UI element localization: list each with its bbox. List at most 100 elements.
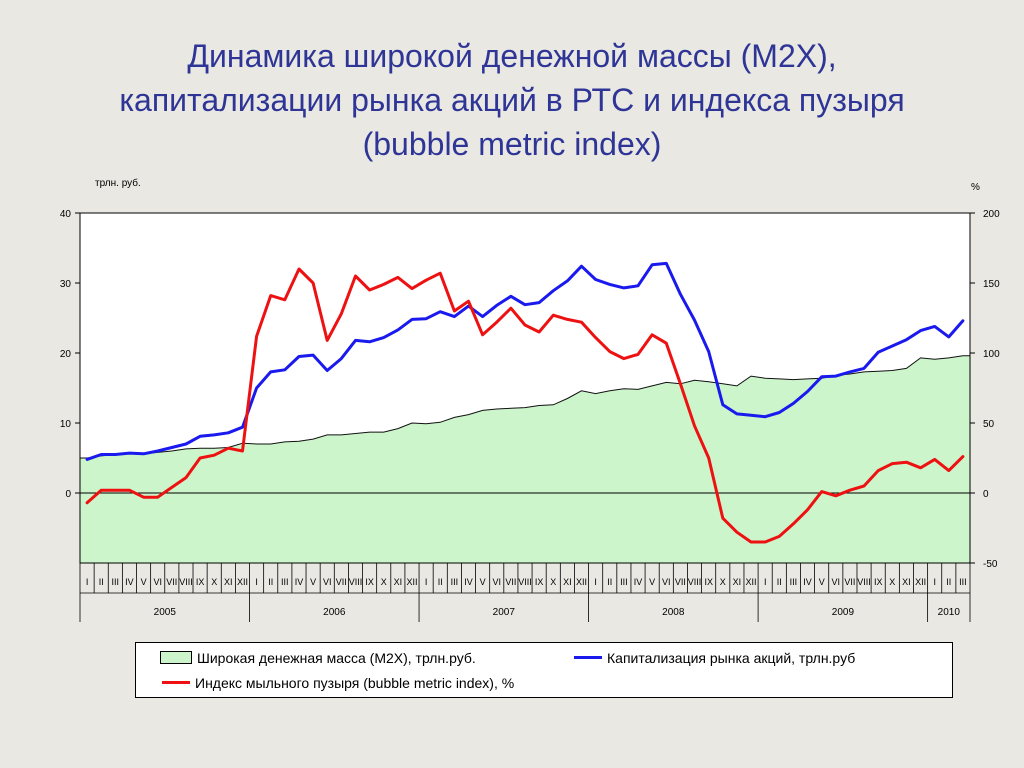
month-label: III xyxy=(959,577,967,587)
month-label: VII xyxy=(675,577,686,587)
month-label: III xyxy=(790,577,798,587)
month-label: V xyxy=(649,577,655,587)
left-axis-label: трлн. руб. xyxy=(95,177,141,189)
month-label: VIII xyxy=(179,577,193,587)
series-area-m2x xyxy=(80,355,970,563)
month-label: IV xyxy=(125,577,134,587)
year-label: 2008 xyxy=(662,607,685,618)
month-label: VIII xyxy=(349,577,363,587)
month-label: XII xyxy=(915,577,926,587)
month-label: VII xyxy=(336,577,347,587)
month-label: VIII xyxy=(518,577,532,587)
plot-frame xyxy=(79,212,971,564)
month-label: VI xyxy=(492,577,501,587)
chart-legend: Широкая денежная масса (М2Х), трлн.руб. … xyxy=(135,642,953,698)
right-tick-label: 150 xyxy=(983,279,1000,290)
month-label: VI xyxy=(832,577,841,587)
title-line-2: капитализации рынка акций в РТС и индекс… xyxy=(119,82,905,118)
month-label: II xyxy=(99,577,104,587)
month-label: VII xyxy=(166,577,177,587)
month-label: III xyxy=(281,577,289,587)
month-label: XII xyxy=(745,577,756,587)
month-label: I xyxy=(425,577,428,587)
month-label: II xyxy=(946,577,951,587)
month-label: X xyxy=(381,577,387,587)
month-label: IX xyxy=(874,577,883,587)
legend-label-cap: Капитализация рынка акций, трлн.руб xyxy=(607,650,856,666)
series-line-bubble-index xyxy=(85,267,965,544)
month-label: V xyxy=(819,577,825,587)
left-tick-label: 40 xyxy=(60,209,72,220)
title-line-1: Динамика широкой денежной массы (М2Х), xyxy=(187,38,837,74)
month-label: VIII xyxy=(857,577,871,587)
year-label: 2005 xyxy=(154,607,177,618)
month-label: V xyxy=(310,577,316,587)
month-label: IV xyxy=(295,577,304,587)
month-label: XI xyxy=(224,577,233,587)
month-label: VIII xyxy=(688,577,702,587)
month-label: VI xyxy=(153,577,162,587)
month-label: X xyxy=(211,577,217,587)
month-label: III xyxy=(451,577,459,587)
month-label: X xyxy=(720,577,726,587)
year-label: 2007 xyxy=(493,607,516,618)
legend-swatch-bubble xyxy=(162,681,190,684)
left-tick-label: 10 xyxy=(60,419,72,430)
month-label: XI xyxy=(563,577,572,587)
left-tick-label: 30 xyxy=(60,279,72,290)
left-tick-label: 0 xyxy=(65,489,71,500)
legend-label-bubble: Индекс мыльного пузыря (bubble metric in… xyxy=(195,675,515,691)
right-tick-label: 50 xyxy=(983,419,995,430)
legend-item-bubble: Индекс мыльного пузыря (bubble metric in… xyxy=(162,674,514,692)
title-line-3: (bubble metric index) xyxy=(362,126,662,162)
month-label: IV xyxy=(803,577,812,587)
month-label: II xyxy=(607,577,612,587)
month-label: IX xyxy=(704,577,713,587)
month-label: III xyxy=(112,577,120,587)
month-label: I xyxy=(255,577,258,587)
legend-swatch-cap xyxy=(574,656,602,659)
right-tick-label: 200 xyxy=(983,209,1000,220)
month-label: I xyxy=(933,577,936,587)
month-label: XII xyxy=(406,577,417,587)
month-label: II xyxy=(777,577,782,587)
legend-swatch-m2x xyxy=(160,651,192,664)
month-label: IX xyxy=(196,577,205,587)
month-label: VI xyxy=(662,577,671,587)
year-label: 2006 xyxy=(323,607,346,618)
month-label: XI xyxy=(394,577,403,587)
month-label: II xyxy=(438,577,443,587)
month-label: XI xyxy=(902,577,911,587)
left-tick-label: 20 xyxy=(60,349,72,360)
legend-item-m2x: Широкая денежная масса (М2Х), трлн.руб. xyxy=(160,649,476,667)
month-label: IX xyxy=(535,577,544,587)
month-label: XII xyxy=(576,577,587,587)
month-label: VII xyxy=(505,577,516,587)
right-tick-label: 100 xyxy=(983,349,1000,360)
month-label: III xyxy=(620,577,628,587)
legend-label-m2x: Широкая денежная масса (М2Х), трлн.руб. xyxy=(197,650,476,666)
month-label: XI xyxy=(733,577,742,587)
legend-item-cap: Капитализация рынка акций, трлн.руб xyxy=(574,649,855,667)
year-label: 2010 xyxy=(938,607,961,618)
month-label: V xyxy=(480,577,486,587)
month-label: II xyxy=(268,577,273,587)
month-label: I xyxy=(594,577,597,587)
right-tick-label: -50 xyxy=(983,559,998,570)
month-label: VI xyxy=(323,577,332,587)
month-label: X xyxy=(550,577,556,587)
month-label: X xyxy=(889,577,895,587)
month-label: V xyxy=(141,577,147,587)
chart-title: Динамика широкой денежной массы (М2Х), к… xyxy=(0,34,1024,166)
right-tick-label: 0 xyxy=(983,489,989,500)
right-axis-label: % xyxy=(971,182,980,193)
month-label: IX xyxy=(365,577,374,587)
month-label: VII xyxy=(844,577,855,587)
month-label: IV xyxy=(464,577,473,587)
month-label: IV xyxy=(634,577,643,587)
month-label: XII xyxy=(237,577,248,587)
year-label: 2009 xyxy=(832,607,855,618)
series-line-capitalization xyxy=(85,261,965,461)
month-label: I xyxy=(764,577,767,587)
